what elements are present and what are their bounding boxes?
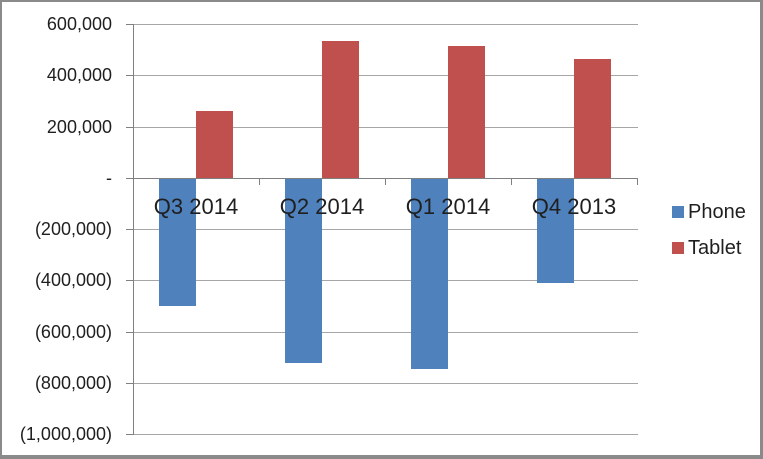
gridline (133, 280, 638, 281)
y-axis-tick-label: 600,000 (46, 14, 112, 34)
gridline (133, 127, 638, 128)
legend-swatch-tablet (672, 242, 684, 254)
gridline (133, 434, 638, 435)
x-axis-tick-mark (511, 178, 512, 185)
legend-label: Phone (688, 201, 746, 223)
bar-tablet-q2-2014 (322, 41, 359, 178)
x-axis-category-label: Q1 2014 (405, 194, 491, 219)
bar-tablet-q1-2014 (448, 46, 485, 178)
gridline (133, 75, 638, 76)
y-axis-tick-mark (126, 24, 133, 25)
y-axis-tick-label: - (106, 168, 112, 188)
y-axis-tick-label: (1,000,000) (19, 424, 112, 444)
y-axis-tick-mark (126, 127, 133, 128)
bar-tablet-q3-2014 (196, 111, 233, 178)
gridline (133, 229, 638, 230)
legend-label: Tablet (688, 237, 742, 259)
y-axis-tick-label: 200,000 (46, 117, 112, 137)
y-axis-tick-mark (126, 229, 133, 230)
legend-item-tablet: Tablet (672, 237, 746, 259)
y-axis-line (133, 24, 134, 435)
gridline (133, 24, 638, 25)
bar-phone-q2-2014 (285, 179, 322, 363)
y-axis-tick-mark (126, 434, 133, 435)
bar-phone-q1-2014 (411, 179, 448, 369)
legend-swatch-phone (672, 206, 684, 218)
x-axis-category-label: Q3 2014 (153, 194, 239, 219)
legend: Phone Tablet (672, 201, 746, 259)
x-axis-category-label: Q4 2013 (531, 194, 617, 219)
bar-phone-q4-2013 (537, 179, 574, 283)
bar-tablet-q4-2013 (574, 59, 611, 178)
x-axis-tick-mark (133, 178, 134, 185)
y-axis-tick-mark (126, 75, 133, 76)
y-axis-tick-mark (126, 383, 133, 384)
y-axis-tick-label: (400,000) (34, 270, 112, 290)
x-axis-tick-mark (259, 178, 260, 185)
x-axis-category-label: Q2 2014 (279, 194, 365, 219)
legend-item-phone: Phone (672, 201, 746, 223)
y-axis-tick-label: 400,000 (46, 65, 112, 85)
y-axis-tick-mark (126, 280, 133, 281)
gridline (133, 383, 638, 384)
y-axis-tick-label: (600,000) (34, 322, 112, 342)
y-axis-tick-label: (800,000) (34, 373, 112, 393)
x-axis-tick-mark (385, 178, 386, 185)
y-axis-tick-mark (126, 178, 133, 179)
y-axis-tick-label: (200,000) (34, 219, 112, 239)
bar-phone-q3-2014 (159, 179, 196, 306)
gridline (133, 332, 638, 333)
x-axis-tick-mark (637, 178, 638, 185)
y-axis-tick-mark (126, 332, 133, 333)
